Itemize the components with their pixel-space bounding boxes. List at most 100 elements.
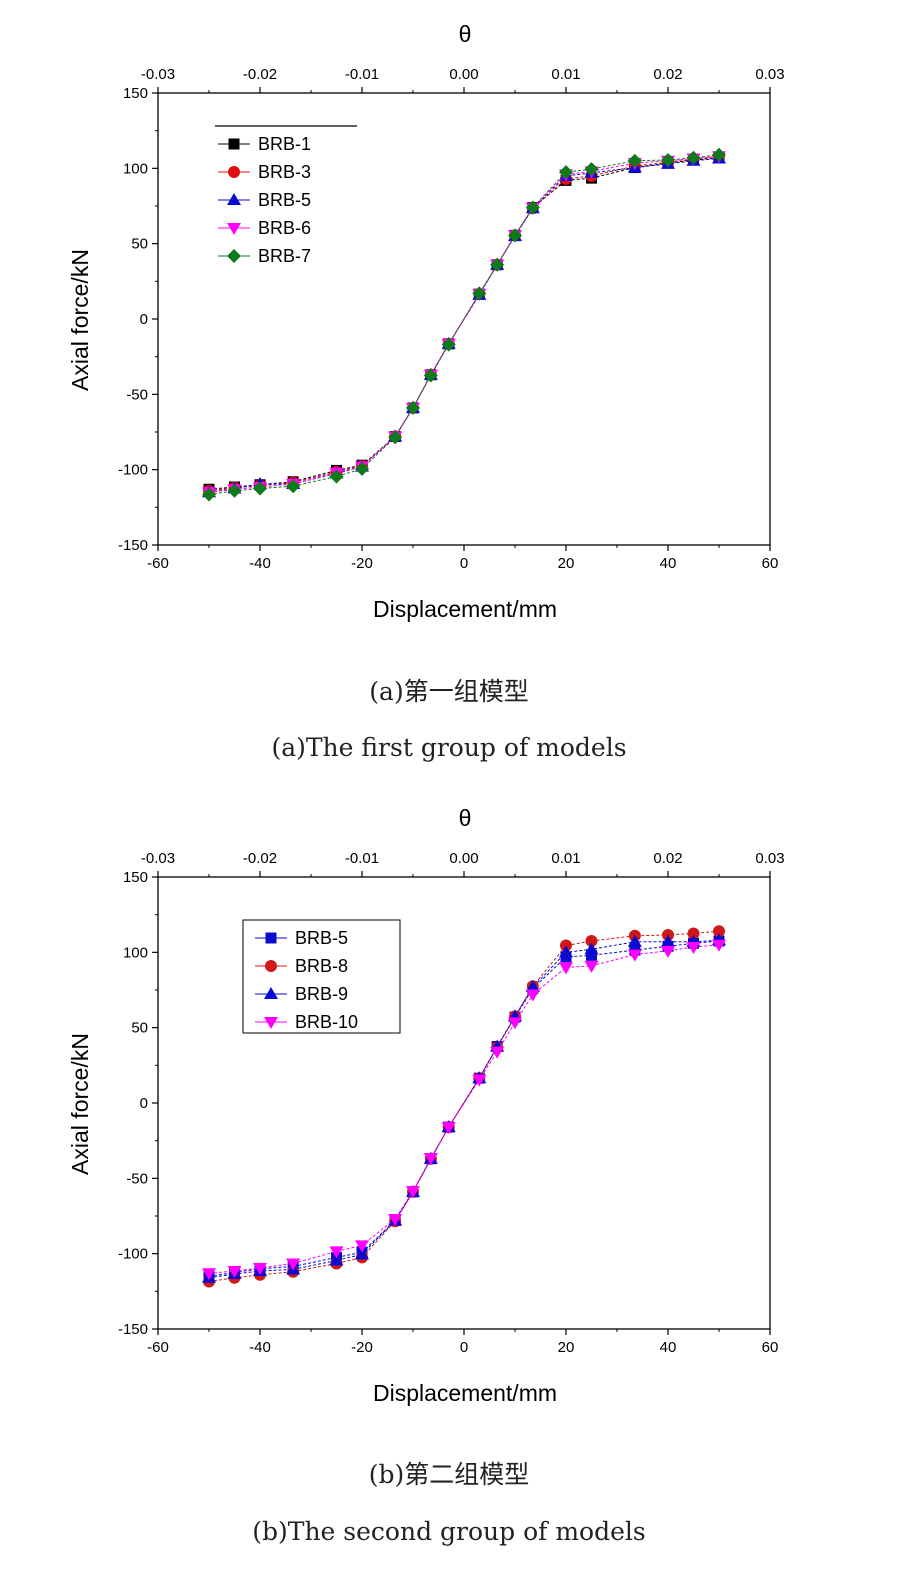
data-point xyxy=(713,925,725,938)
x2-axis-ticks: -0.03 -0.02 -0.01 0.00 0.01 0.02 0.03 xyxy=(141,66,785,93)
series-line xyxy=(208,939,720,1279)
data-point xyxy=(559,165,573,180)
legend-marker xyxy=(227,223,241,235)
data-point xyxy=(661,945,675,958)
y-tick-label: -150 xyxy=(118,537,148,554)
legend-label: BRB-9 xyxy=(295,984,348,1004)
x-tick-label: 20 xyxy=(558,555,575,572)
data-point xyxy=(686,942,701,955)
x-tick-label: 60 xyxy=(762,555,779,572)
legend-item: BRB-9 xyxy=(255,984,348,1004)
data-point xyxy=(423,368,438,383)
data-point xyxy=(227,1265,242,1278)
y-tick-label: 50 xyxy=(131,236,148,253)
x-tick-label: -40 xyxy=(249,1339,271,1356)
data-point xyxy=(584,942,599,955)
data-point xyxy=(329,1246,344,1259)
x-tick-label: 40 xyxy=(660,555,677,572)
x2-tick-label: 0.00 xyxy=(449,850,478,867)
series-brb-10 xyxy=(202,939,726,1281)
caption-en: (b)The second group of models xyxy=(252,1517,645,1546)
x-tick-label: -60 xyxy=(147,555,169,572)
y-tick-label: -100 xyxy=(118,1246,148,1263)
legend-marker xyxy=(265,960,277,972)
series-line xyxy=(208,944,720,1274)
data-point xyxy=(525,200,540,215)
x-tick-label: 0 xyxy=(460,1339,468,1356)
legend-marker xyxy=(264,987,278,999)
data-point xyxy=(627,153,642,168)
x-axis-ticks: -60 -40 -20 0 20 40 60 xyxy=(147,545,778,572)
series-brb-7 xyxy=(202,147,726,502)
legend-item: BRB-8 xyxy=(255,956,348,976)
y-axis-ticks: 150 100 50 0 -50 -100 -150 xyxy=(118,85,158,554)
data-point xyxy=(423,1152,438,1165)
x2-tick-label: -0.03 xyxy=(141,850,175,867)
x-tick-label: 20 xyxy=(558,1339,575,1356)
legend-label: BRB-5 xyxy=(258,190,311,210)
x-axis-title: Displacement/mm xyxy=(373,596,557,622)
x2-tick-label: -0.02 xyxy=(243,850,277,867)
x2-axis-ticks: -0.03 -0.02 -0.01 0.00 0.01 0.02 0.03 xyxy=(141,850,785,877)
series-group xyxy=(202,147,726,502)
data-point xyxy=(355,1247,369,1260)
data-point xyxy=(202,487,216,502)
data-point xyxy=(686,150,701,165)
x2-tick-label: 0.02 xyxy=(653,66,682,83)
data-point xyxy=(661,153,675,168)
data-point xyxy=(253,481,267,496)
legend-label: BRB-8 xyxy=(295,956,348,976)
data-point xyxy=(406,1186,420,1199)
legend-item: BRB-10 xyxy=(255,1012,358,1032)
x2-tick-label: 0.03 xyxy=(755,66,784,83)
y-tick-label: -50 xyxy=(126,386,148,403)
x-axis-ticks: -60 -40 -20 0 20 40 60 xyxy=(147,1329,778,1356)
data-point xyxy=(329,469,344,484)
x-axis-title: Displacement/mm xyxy=(373,1380,557,1406)
data-point xyxy=(472,1074,487,1087)
data-point xyxy=(355,1240,369,1253)
data-point xyxy=(286,1258,301,1271)
legend-label: BRB-10 xyxy=(295,1012,358,1032)
data-point xyxy=(355,461,369,476)
legend-label: BRB-3 xyxy=(258,162,311,182)
data-point xyxy=(227,483,242,498)
caption-cn: (a)第一组模型 xyxy=(369,677,528,706)
data-point xyxy=(627,934,642,947)
data-point xyxy=(472,286,487,301)
data-point xyxy=(525,989,540,1002)
legend-marker xyxy=(227,193,241,205)
legend-marker xyxy=(228,166,240,178)
series-brb-9 xyxy=(202,933,726,1283)
x-tick-label: 40 xyxy=(660,1339,677,1356)
data-point xyxy=(441,337,456,352)
x-tick-label: -60 xyxy=(147,1339,169,1356)
series-line xyxy=(208,155,720,493)
data-point xyxy=(490,1046,505,1059)
x2-tick-label: -0.01 xyxy=(345,850,379,867)
x2-axis-title: θ xyxy=(459,21,472,47)
y-axis-title: Axial force/kN xyxy=(67,1033,93,1175)
legend-marker xyxy=(228,138,240,150)
data-point xyxy=(508,1017,522,1030)
y-tick-label: 150 xyxy=(123,869,148,886)
x-tick-label: -20 xyxy=(351,1339,373,1356)
legend-label: BRB-6 xyxy=(258,218,311,238)
data-point xyxy=(329,1253,344,1266)
y-tick-label: 50 xyxy=(131,1020,148,1037)
x2-tick-label: -0.03 xyxy=(141,66,175,83)
data-point xyxy=(627,949,642,962)
data-point xyxy=(661,934,675,947)
legend: BRB-1 BRB-3 BRB-5 BRB-6 BRB-7 xyxy=(215,125,357,266)
caption-en: (a)The first group of models xyxy=(271,733,626,762)
legend-item: BRB-3 xyxy=(218,162,311,182)
x2-tick-label: 0.03 xyxy=(755,850,784,867)
legend-item: BRB-5 xyxy=(218,190,311,210)
legend-item: BRB-6 xyxy=(218,218,311,238)
y-tick-label: 0 xyxy=(140,1095,148,1112)
data-point xyxy=(388,1214,403,1227)
y-axis-title: Axial force/kN xyxy=(67,249,93,391)
data-point xyxy=(253,1262,267,1275)
data-point xyxy=(712,147,726,162)
